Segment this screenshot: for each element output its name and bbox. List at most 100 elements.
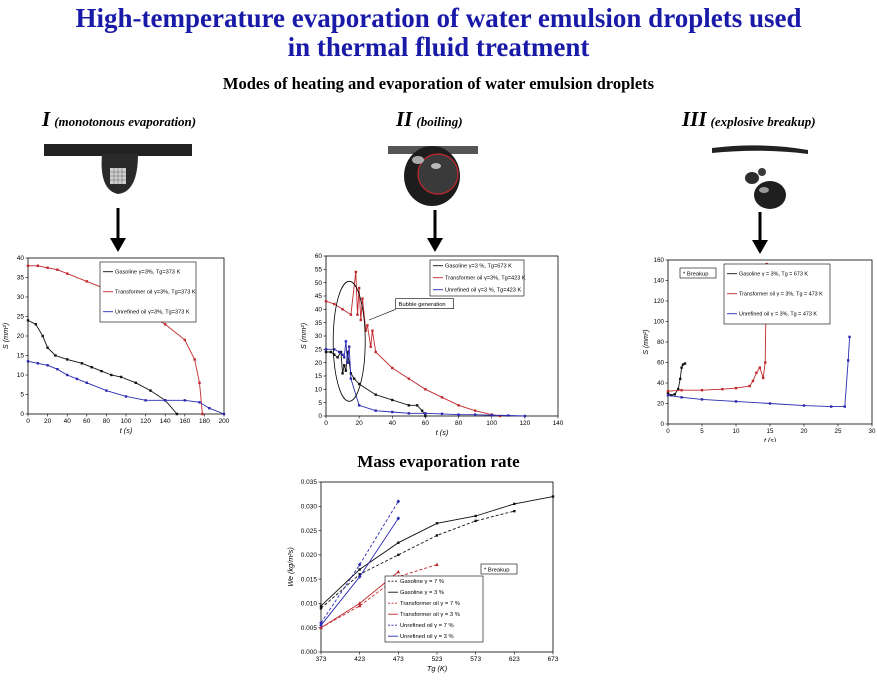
data-point [54,354,57,357]
data-point [721,387,724,391]
mode-label-2: II (boiling) [396,107,463,132]
legend-entry: Unrefined oil γ = 3%, Tg = 473 K [739,312,817,318]
data-point [673,393,676,396]
legend-entry: Gasoline γ=3%, Tg=373 K [115,270,181,276]
x-tick-label: 673 [548,656,559,663]
data-point [324,350,328,354]
data-point [764,361,767,364]
mode-label-1: I (monotonous evaporation) [42,107,196,132]
data-point [341,372,344,375]
mode-1-description: (monotonous evaporation) [54,114,197,129]
x-tick-label: 120 [519,420,530,427]
data-point [677,387,680,391]
data-point [847,359,850,362]
x-tick-label: 623 [509,656,520,663]
x-tick-label: 80 [455,420,463,427]
data-point [473,413,477,416]
y-tick-label: 25 [17,314,25,321]
y-tick-label: 25 [315,347,323,354]
data-point [183,399,186,402]
annotation-box [679,267,717,279]
y-tick-label: 20 [657,401,664,408]
y-tick-label: 0.005 [301,625,318,632]
data-point [356,313,359,316]
x-tick-label: 20 [801,428,808,435]
legend-entry: Unrefined oil γ=3%, Tg=373 K [115,310,190,316]
x-tick-label: 100 [486,420,497,427]
data-point [679,377,682,381]
x-axis-label: t (s) [120,426,133,435]
data-point [490,414,493,417]
data-point [346,361,349,364]
data-point [680,388,683,392]
data-point [36,362,39,365]
y-tick-label: 0.000 [301,649,318,656]
data-point [397,541,400,544]
data-point [681,363,685,366]
y-tick-label: 0.025 [301,528,318,535]
data-point [319,620,323,625]
data-point [420,409,424,412]
data-point [110,373,113,377]
data-point [324,300,328,303]
data-point [391,366,394,370]
data-point [164,323,167,326]
data-point [346,350,349,354]
series-line [667,264,768,392]
x-tick-label: 140 [160,418,171,425]
y-tick-label: 45 [315,293,323,300]
data-point [124,395,128,398]
mode-3-number: III [682,107,707,131]
series-line [320,564,438,629]
chart-monotonous-evaporation: 0 20 40 60 80 100 120 140 160 180 200 0 5 10 15 20 25 30 3… [1,255,230,435]
data-point [366,324,369,327]
data-point [336,356,339,359]
x-tick-label: 200 [219,418,230,425]
data-point [357,404,361,407]
data-point [424,414,427,418]
data-point [319,607,323,610]
series-line [326,341,525,417]
data-point [201,412,204,416]
data-point [119,375,123,379]
data-point [683,362,687,365]
data-point [352,377,356,380]
y-tick-label: 0.010 [301,601,318,608]
data-point [344,369,348,372]
data-point [670,394,673,397]
data-point [149,389,152,392]
data-point [348,361,351,364]
droplet-image-monotonous [44,144,192,194]
y-tick-label: 5 [20,392,24,399]
legend-entry: Unrefined oil γ = 7 % [400,623,454,629]
data-point [349,377,353,380]
x-tick-label: 30 [869,428,876,435]
y-tick-label: 0.020 [301,552,318,559]
x-axis-label: t (s) [764,438,776,442]
data-point [344,340,348,343]
data-point [848,335,851,339]
y-tick-label: 55 [315,267,323,274]
x-tick-label: 373 [316,656,327,663]
data-point [680,396,683,399]
series-line [667,336,851,408]
data-point [357,603,362,608]
data-point [46,266,49,269]
annotation-box [395,298,454,309]
legend-box [99,261,197,323]
y-tick-label: 15 [315,373,323,380]
data-point [748,384,751,388]
section-title: Mass evaporation rate [357,452,520,471]
x-tick-label: 100 [121,418,132,425]
x-axis-label: Tg (K) [427,664,447,673]
x-tick-label: 25 [835,428,842,435]
y-tick-label: 60 [315,253,323,260]
data-point [319,623,323,628]
data-point [457,413,460,416]
title-line-2: in thermal fluid treatment [287,32,590,62]
title-line-1: High-temperature evaporation of water em… [75,3,802,33]
data-point [343,356,346,359]
x-tick-label: 0 [26,418,30,425]
y-tick-label: 30 [17,294,25,301]
chart-mass-evaporation-rate: 373 423 473 523 573 623 673 0.000 0.005 0.010 0.01… [286,479,559,673]
